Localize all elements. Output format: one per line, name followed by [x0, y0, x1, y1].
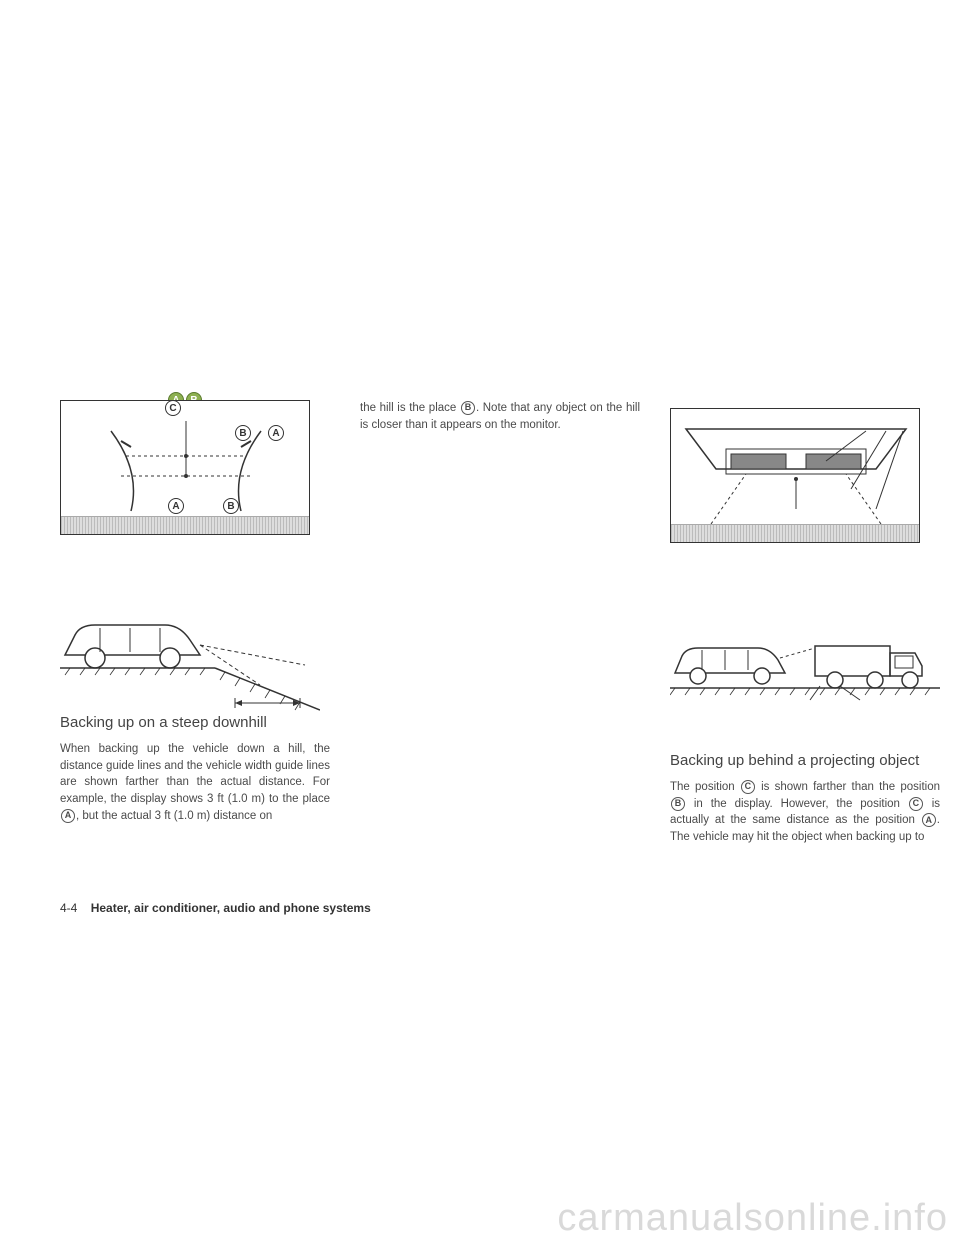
- section-title: Heater, air conditioner, audio and phone…: [91, 901, 371, 915]
- figure-left-bottom: B A: [60, 600, 310, 710]
- monitor-view-projecting: [670, 408, 920, 543]
- page-content: A B: [40, 400, 920, 846]
- page-footer: 4-4 Heater, air conditioner, audio and p…: [60, 901, 371, 915]
- inline-label-a2: A: [922, 813, 936, 827]
- pr-c: in the display. However, the position: [686, 798, 908, 810]
- side-view-downhill: [60, 600, 320, 720]
- label-c-side: C: [165, 400, 181, 416]
- label-a-side: A: [268, 425, 284, 441]
- monitor-view-downhill: [60, 400, 310, 535]
- column-layout: A B: [60, 400, 900, 846]
- watermark-text: carmanualsonline.info: [0, 1191, 960, 1242]
- figure-right-bottom: C A B: [670, 608, 920, 748]
- figure-right-top: C B A: [670, 408, 920, 573]
- pr-b: is shown farther than the position: [756, 781, 940, 793]
- inline-label-c: C: [741, 780, 755, 794]
- para-downhill: When backing up the vehicle down a hill,…: [60, 741, 330, 824]
- side-view-projecting: [670, 608, 940, 733]
- para-downhill-b: , but the actual 3 ft (1.0 m) distance o…: [76, 810, 272, 822]
- inline-label-b2: B: [671, 797, 685, 811]
- label-a-bottom: A: [168, 498, 184, 514]
- page-number: 4-4: [60, 901, 77, 915]
- pr-a: The position: [670, 781, 740, 793]
- para-downhill-a: When backing up the vehicle down a hill,…: [60, 743, 330, 805]
- left-column: A B: [60, 400, 330, 846]
- label-b-side: B: [235, 425, 251, 441]
- heading-projecting: Backing up behind a projecting object: [670, 752, 940, 769]
- para-projecting: The position C is shown farther than the…: [670, 779, 940, 846]
- middle-column: the hill is the place B. Note that any o…: [360, 400, 640, 846]
- right-column: C B A: [670, 400, 940, 846]
- inline-label-a: A: [61, 809, 75, 823]
- para-mid-a: the hill is the place: [360, 402, 460, 414]
- inline-label-c2: C: [909, 797, 923, 811]
- para-mid: the hill is the place B. Note that any o…: [360, 400, 640, 433]
- inline-label-b: B: [461, 401, 475, 415]
- label-b-bottom: B: [223, 498, 239, 514]
